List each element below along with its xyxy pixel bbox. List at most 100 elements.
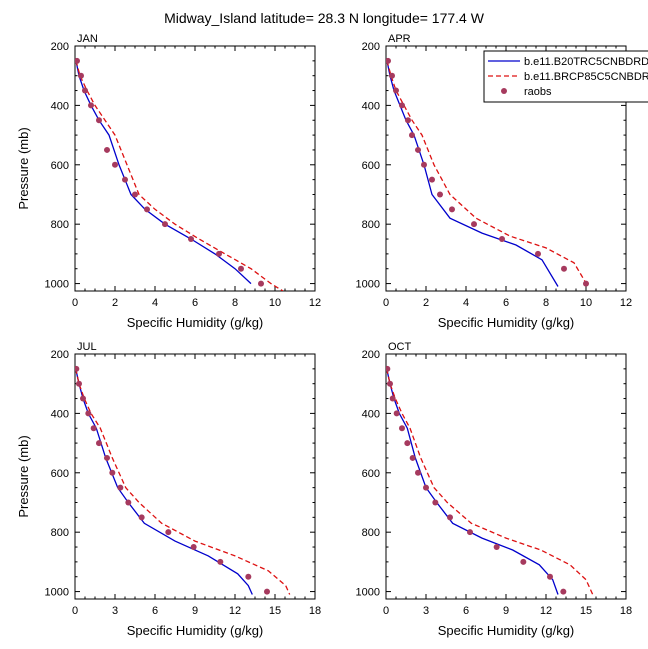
raobs-point (132, 191, 138, 198)
raobs-point (499, 236, 505, 243)
raobs-point (245, 573, 252, 580)
x-tick-label: 3 (423, 605, 429, 617)
panel-apr: APR 0 2 4 6 8 10 12 200 400 600 800 1000 Specific Hum… (356, 33, 633, 330)
x-tick-label: 6 (463, 605, 469, 617)
raobs-point (78, 72, 84, 79)
raobs-point (75, 365, 80, 372)
x-tick-label: 12 (309, 297, 321, 309)
raobs-point (264, 588, 270, 595)
x-tick-label: 6 (503, 297, 509, 309)
figure-title: Midway_Island latitude= 28.3 N longitude… (164, 10, 485, 26)
raobs-point (80, 395, 86, 402)
x-tick-label: 8 (543, 297, 549, 309)
legend-label: raobs (524, 86, 552, 98)
raobs-point (415, 146, 421, 153)
raobs-point (188, 236, 194, 243)
b20tr-line (386, 368, 559, 595)
y-tick-label: 1000 (356, 587, 380, 599)
raobs-point (405, 117, 411, 124)
raobs-point (389, 72, 395, 79)
raobs-point (404, 440, 411, 447)
raobs-point (96, 440, 102, 447)
x-tick-label: 18 (620, 605, 632, 617)
x-tick-label: 10 (269, 297, 281, 309)
y-tick-label: 600 (51, 160, 69, 172)
y-tick-label: 200 (51, 41, 69, 53)
x-tick-label: 10 (580, 297, 592, 309)
x-tick-label: 15 (269, 605, 281, 617)
raobs-point (112, 161, 118, 168)
x-axis-title: Specific Humidity (g/kg) (127, 623, 264, 638)
legend: b.e11.B20TRC5CNBDRD.f09_g16.001 b.e11.BRC… (483, 50, 648, 103)
raobs-point (471, 221, 477, 228)
raobs-point (389, 395, 396, 402)
raobs-point (399, 425, 405, 432)
rcp85-line (75, 368, 291, 595)
y-tick-label: 800 (362, 527, 380, 539)
raobs-point (421, 161, 427, 168)
x-tick-label: 8 (232, 297, 238, 309)
raobs-point (429, 176, 435, 183)
y-tick-label: 400 (51, 408, 69, 420)
raobs-point (217, 558, 224, 565)
plot-frame (74, 353, 316, 600)
rcp85-line (386, 60, 589, 287)
raobs-point (238, 265, 244, 272)
x-tick-label: 12 (620, 297, 632, 309)
legend-dot-marker (501, 88, 507, 94)
x-tick-label: 2 (423, 297, 429, 309)
raobs-point (104, 146, 110, 153)
series-group (386, 57, 589, 287)
y-tick-label: 400 (362, 100, 380, 112)
raobs-point (96, 117, 102, 124)
y-tick-label: 1000 (356, 279, 380, 291)
x-tick-label: 0 (383, 605, 389, 617)
x-axis-title: Specific Humidity (g/kg) (127, 315, 264, 330)
y-tick-label: 800 (51, 219, 69, 231)
y-tick-label: 600 (362, 160, 380, 172)
raobs-point (165, 529, 172, 536)
y-axis-title: Pressure (mb) (16, 127, 31, 209)
raobs-point (399, 102, 405, 109)
y-tick-label: 200 (51, 349, 69, 361)
x-tick-label: 12 (229, 605, 241, 617)
raobs-point (190, 544, 197, 551)
y-tick-label: 1000 (45, 587, 69, 599)
x-tick-label: 6 (192, 297, 198, 309)
y-tick-label: 200 (362, 349, 380, 361)
y-tick-label: 200 (362, 41, 380, 53)
raobs-point (104, 454, 110, 461)
x-tick-label: 0 (72, 297, 78, 309)
x-tick-label: 15 (580, 605, 592, 617)
raobs-point (493, 544, 500, 551)
raobs-point (535, 250, 541, 257)
rcp85-line (386, 368, 594, 595)
raobs-point (117, 484, 124, 491)
x-tick-label: 4 (152, 297, 158, 309)
x-tick-label: 3 (112, 605, 118, 617)
x-tick-label: 9 (503, 605, 509, 617)
raobs-point (144, 206, 150, 213)
raobs-point (138, 514, 145, 521)
b20tr-line (75, 60, 252, 285)
y-tick-label: 400 (51, 100, 69, 112)
panel-oct: OCT 0 3 6 9 12 15 18 200 400 600 800 1000 Specific Hu… (356, 341, 633, 638)
series-group (75, 365, 291, 595)
legend-box (483, 50, 648, 103)
series-group (75, 57, 284, 291)
legend-label: b.e11.BRCP85C5CNBDRD.f09_g16.001 (524, 71, 648, 83)
raobs-point (415, 469, 421, 476)
raobs-point (393, 87, 399, 94)
y-tick-label: 1000 (45, 279, 69, 291)
raobs-point (447, 514, 453, 521)
raobs-point (583, 280, 589, 287)
raobs-point (520, 558, 527, 565)
raobs-point (386, 365, 391, 372)
raobs-point (82, 87, 88, 94)
y-tick-label: 800 (51, 527, 69, 539)
raobs-point (216, 250, 222, 257)
legend-label: b.e11.B20TRC5CNBDRD.f09_g16.001 (524, 56, 648, 68)
raobs-point (449, 206, 455, 213)
